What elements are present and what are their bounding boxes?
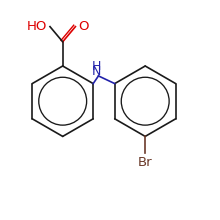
Text: HO: HO <box>27 20 47 33</box>
Text: O: O <box>78 20 89 33</box>
Text: H: H <box>92 59 101 73</box>
Text: N: N <box>92 65 101 78</box>
Text: Br: Br <box>138 156 152 169</box>
